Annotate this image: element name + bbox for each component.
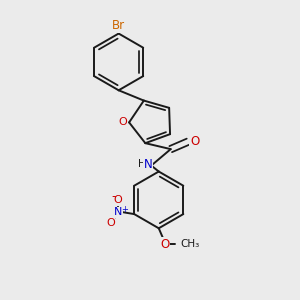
Text: -: - — [112, 190, 116, 203]
Text: O: O — [118, 117, 127, 128]
Text: +: + — [121, 205, 128, 214]
Text: N: N — [114, 207, 122, 217]
Text: O: O — [160, 238, 170, 251]
Text: CH₃: CH₃ — [180, 239, 199, 249]
Text: Br: Br — [112, 19, 125, 32]
Text: O: O — [114, 195, 122, 205]
Text: O: O — [106, 218, 115, 228]
Text: H: H — [138, 159, 146, 169]
Text: N: N — [144, 158, 153, 171]
Text: O: O — [190, 135, 199, 148]
